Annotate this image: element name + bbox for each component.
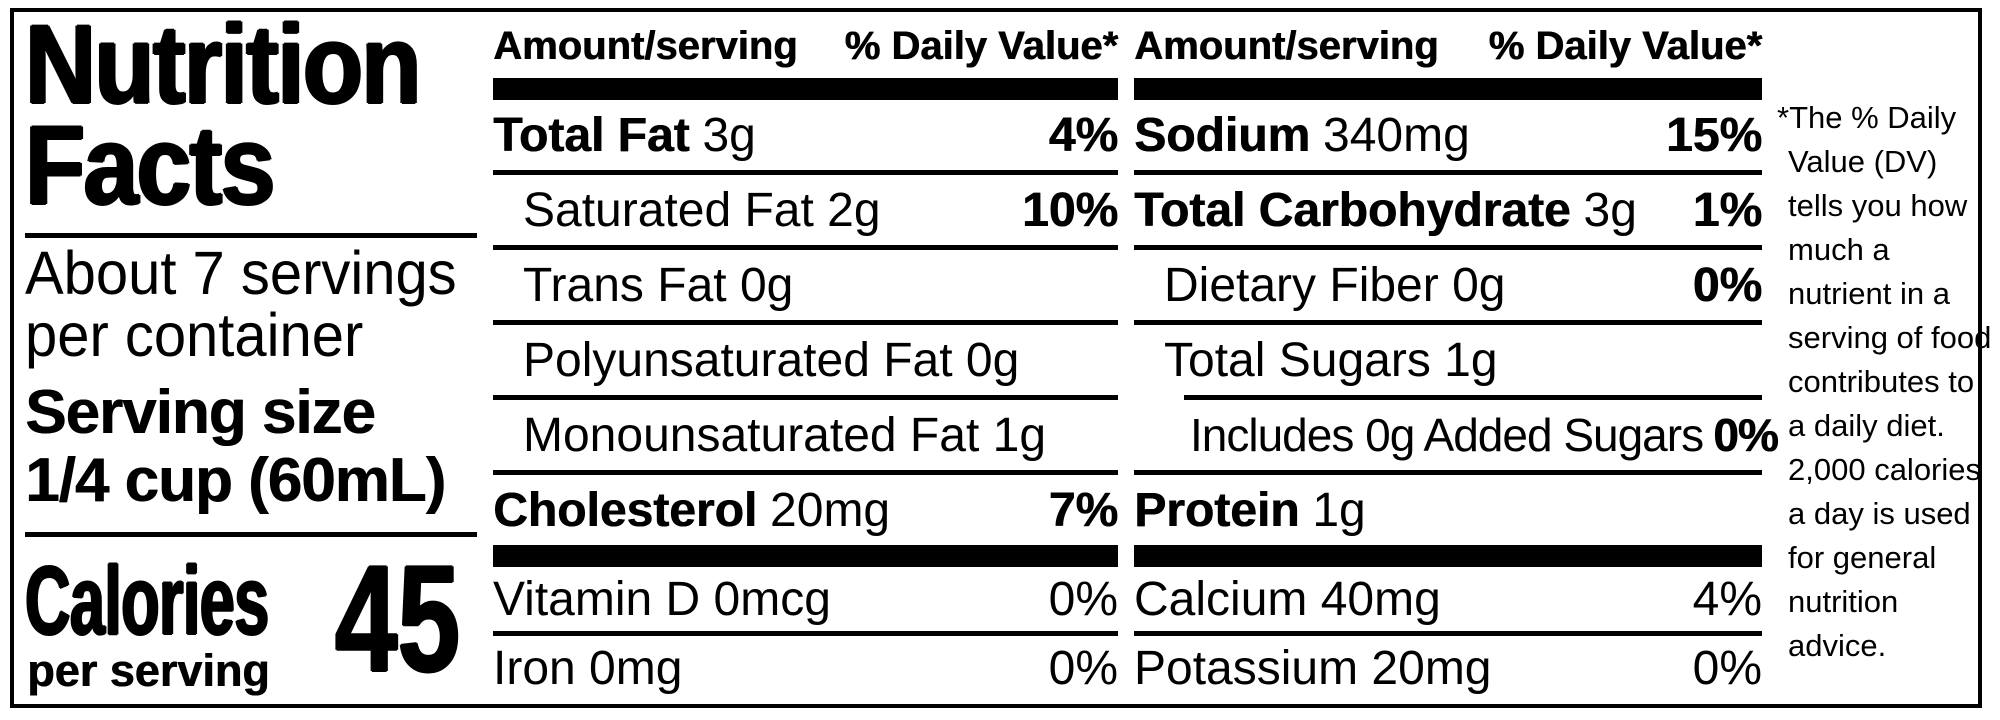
thick-bar [493,78,1118,100]
daily-value: 4% [1048,108,1118,162]
daily-value: 0% [1048,641,1118,695]
amount-serving-header: Amount/serving [493,24,798,68]
nutrient-amount: 3g [1583,183,1637,237]
calories-value: 45 [334,534,460,704]
serving-size: Serving size 1/4 cup (60mL) [25,378,446,515]
divider [25,532,477,537]
nutrient-amount: 3g [702,108,756,162]
daily-value: 0% [1692,641,1762,695]
serving-size-value: 1/4 cup (60mL) [25,446,446,515]
divider [493,170,1118,175]
daily-value-header: % Daily Value* [844,24,1118,68]
nutrient-amount: Polyunsaturated Fat 0g [523,333,1020,387]
row-total-carbohydrate: Total Carbohydrate 3g 1% [1134,175,1762,245]
nutrient-name: Cholesterol [493,483,758,537]
divider-indented [1184,395,1762,400]
daily-value: 15% [1665,108,1762,162]
servings-line-1: About 7 servings [25,239,457,307]
row-iron: Iron 0mg 0% [493,636,1118,700]
nutrient-amount: Dietary Fiber 0g [1164,258,1506,312]
row-total-sugars: Total Sugars 1g [1134,325,1762,395]
daily-value: 1% [1692,183,1762,237]
nutrient-amount: 340mg [1323,108,1470,162]
nutrient-amount: Calcium 40mg [1134,572,1441,626]
nutrient-amount: Iron 0mg [493,641,683,695]
calories-sublabel: per serving [27,645,270,696]
nutrient-name: Sodium [1134,108,1310,162]
row-cholesterol: Cholesterol 20mg 7% [493,475,1118,545]
nutrient-amount: Vitamin D 0mcg [493,572,831,626]
daily-value: 0% [1713,409,1778,461]
row-saturated-fat: Saturated Fat 2g 10% [493,175,1118,245]
divider [493,245,1118,250]
nutrient-name: Protein [1134,483,1300,537]
row-polyunsaturated-fat: Polyunsaturated Fat 0g [493,325,1118,395]
divider [493,395,1118,400]
servings-per-container: About 7 servings per container [25,242,457,366]
column-header: Amount/serving % Daily Value* [493,12,1118,78]
row-monounsaturated-fat: Monounsaturated Fat 1g [493,400,1118,470]
divider [1134,631,1762,636]
label-border [10,8,1982,708]
divider [493,470,1118,475]
row-calcium: Calcium 40mg 4% [1134,567,1762,631]
daily-value: 0% [1692,258,1762,312]
calories-label: Calories [25,546,269,655]
thick-bar [1134,78,1762,100]
column-header: Amount/serving % Daily Value* [1134,12,1762,78]
nutrient-amount: Includes 0g Added Sugars [1190,409,1704,461]
nutrient-name: Total Fat [493,108,690,162]
servings-line-2: per container [25,301,364,369]
divider [493,320,1118,325]
divider [25,233,477,238]
row-potassium: Potassium 20mg 0% [1134,636,1762,700]
nutrient-column-left: Amount/serving % Daily Value* Total Fat … [493,12,1118,700]
nutrient-column-right: Amount/serving % Daily Value* Sodium 340… [1134,12,1779,700]
nutrient-amount: Saturated Fat 2g [523,183,881,237]
row-dietary-fiber: Dietary Fiber 0g 0% [1134,250,1762,320]
row-protein: Protein 1g [1134,475,1762,545]
nutrient-amount: Potassium 20mg [1134,641,1492,695]
serving-size-label: Serving size [25,378,376,447]
thick-bar [1134,545,1762,567]
nutrient-amount: Total Sugars 1g [1164,333,1498,387]
nutrient-name: Total Carbohydrate [1134,183,1571,237]
nutrient-amount: 1g [1312,483,1366,537]
divider [1134,470,1762,475]
row-added-sugars: Includes 0g Added Sugars 0% [1134,400,1779,470]
daily-value: 7% [1048,483,1118,537]
divider [1134,245,1762,250]
daily-value: 10% [1021,183,1118,237]
amount-serving-header: Amount/serving [1134,24,1439,68]
row-vitamin-d: Vitamin D 0mcg 0% [493,567,1118,631]
nutrient-amount: Monounsaturated Fat 1g [523,408,1047,462]
nutrient-amount: Trans Fat 0g [523,258,794,312]
title-line-2: Facts [25,103,275,228]
thick-bar [493,545,1118,567]
daily-value: 4% [1692,572,1762,626]
title-line-1: Nutrition [25,2,421,127]
daily-value-header: % Daily Value* [1488,24,1762,68]
divider [1134,320,1762,325]
divider [1134,170,1762,175]
serving-info-panel: Nutrition Facts About 7 servings per con… [25,2,480,706]
divider [493,631,1118,636]
nutrient-amount: 20mg [770,483,891,537]
row-total-fat: Total Fat 3g 4% [493,100,1118,170]
nutrition-facts-title: Nutrition Facts [25,2,421,228]
daily-value: 0% [1048,572,1118,626]
row-trans-fat: Trans Fat 0g [493,250,1118,320]
row-sodium: Sodium 340mg 15% [1134,100,1762,170]
daily-value-footnote: *The % Daily Value (DV) tells you how mu… [1777,100,1992,663]
